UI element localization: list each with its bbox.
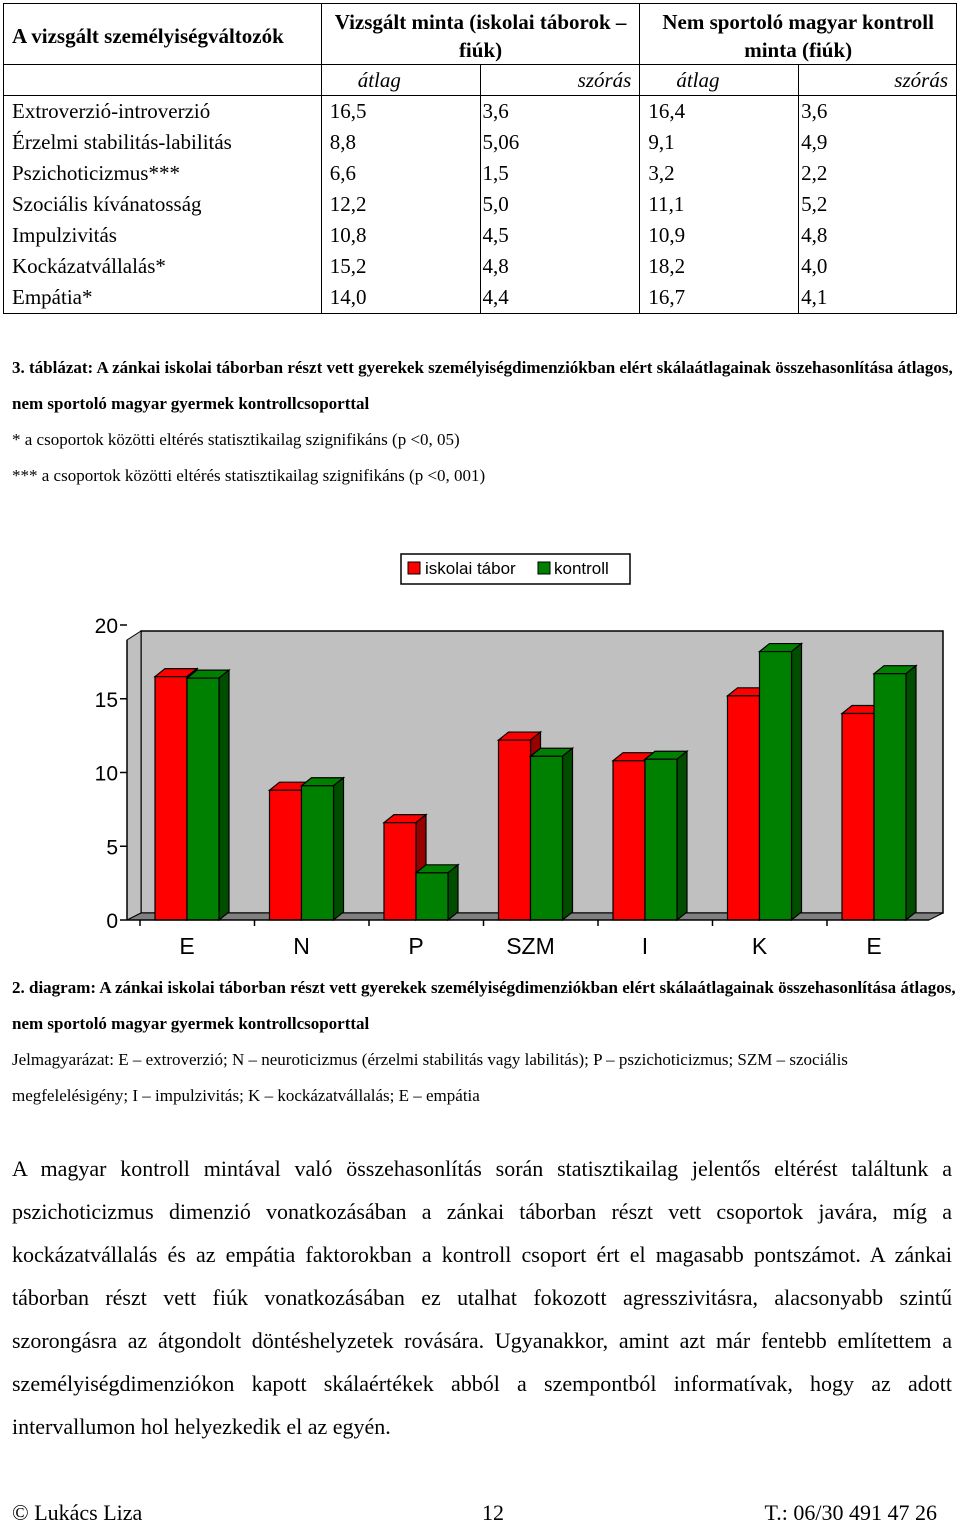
- diagram-caption: 2. diagram: A zánkai iskolai táborban ré…: [12, 970, 956, 1042]
- table-row: Pszichoticizmus*** 6,6 1,5 3,2 2,2: [3, 158, 957, 189]
- bar: [528, 747, 575, 922]
- subheader-mean-1: átlag: [320, 64, 481, 96]
- y-tick-label: 0: [106, 910, 118, 933]
- legend-label-school-camp: iskolai tábor: [425, 559, 516, 578]
- y-tick-label: 5: [106, 836, 118, 859]
- y-axis: 0 5 10 15 20: [95, 615, 127, 933]
- bar-chart: iskolai tábor kontroll 0 5 10 15 20 E N P SZM I K…: [95, 553, 944, 959]
- chart-left-wall: [126, 630, 142, 921]
- bars-group: [153, 642, 918, 922]
- results-table: A vizsgált személyiségváltozók Vizsgált …: [3, 3, 957, 314]
- y-tick-label: 20: [95, 615, 118, 638]
- subheader-sd-2: szórás: [798, 64, 957, 96]
- table-row: Extroverzió-introverzió 16,5 3,6 16,4 3,…: [3, 95, 957, 127]
- legend-swatch-control: [537, 561, 551, 575]
- x-category-label: P: [408, 933, 423, 959]
- footer-phone: T.: 06/30 491 47 26: [764, 1500, 937, 1525]
- header-variables: A vizsgált személyiségváltozók: [3, 3, 322, 65]
- page-footer: © Lukács Liza 12 T.: 06/30 491 47 26: [12, 1500, 937, 1528]
- significance-note-2: *** a csoportok közötti eltérés statiszt…: [12, 466, 486, 485]
- table-caption-title: 3. táblázat: A zánkai iskolai táborban r…: [12, 358, 953, 413]
- x-category-label: N: [293, 933, 310, 959]
- table-row: Érzelmi stabilitás-labilitás 8,8 5,06 9,…: [3, 127, 957, 158]
- x-axis: E N P SZM I K E: [127, 919, 929, 959]
- bar: [643, 749, 689, 922]
- x-category-label: K: [752, 933, 768, 959]
- bar: [757, 642, 804, 922]
- header-study-sample: Vizsgált minta (iskolai táborok – fiúk): [320, 3, 641, 65]
- subheader-sd-1: szórás: [479, 64, 641, 96]
- table-row: Impulzivitás 10,8 4,5 10,9 4,8: [3, 220, 957, 251]
- bar: [872, 664, 918, 922]
- header-control-sample: Nem sportoló magyar kontroll minta (fiúk…: [639, 3, 957, 65]
- x-category-label: SZM: [506, 933, 555, 959]
- table-row: Empátia* 14,0 4,4 16,7 4,1: [3, 282, 957, 314]
- significance-note-1: * a csoportok közötti eltérés statisztik…: [12, 430, 460, 449]
- y-tick-label: 10: [95, 763, 118, 786]
- y-tick-label: 15: [95, 689, 118, 712]
- x-category-label: E: [866, 933, 881, 959]
- bar: [299, 776, 346, 922]
- table-row: Szociális kívánatosság 12,2 5,0 11,1 5,2: [3, 189, 957, 220]
- page-number: 12: [482, 1500, 504, 1525]
- subheader-mean-2: átlag: [639, 64, 800, 96]
- legend-label-control: kontroll: [554, 559, 609, 578]
- x-category-label: I: [642, 933, 648, 959]
- bar: [185, 668, 231, 922]
- table-caption: 3. táblázat: A zánkai iskolai táborban r…: [12, 350, 956, 494]
- bar: [414, 863, 460, 922]
- table-row: Kockázatvállalás* 15,2 4,8 18,2 4,0: [3, 251, 957, 282]
- diagram-caption-title: 2. diagram: A zánkai iskolai táborban ré…: [12, 978, 956, 1033]
- legend-swatch-school-camp: [407, 561, 421, 575]
- chart-legend: iskolai tábor kontroll: [400, 553, 631, 585]
- diagram-legend-explanation: Jelmagyarázat: E – extroverzió; N – neur…: [12, 1050, 848, 1105]
- x-category-label: E: [179, 933, 194, 959]
- body-paragraph: A magyar kontroll mintával való összehas…: [12, 1156, 952, 1439]
- footer-author: © Lukács Liza: [12, 1500, 143, 1525]
